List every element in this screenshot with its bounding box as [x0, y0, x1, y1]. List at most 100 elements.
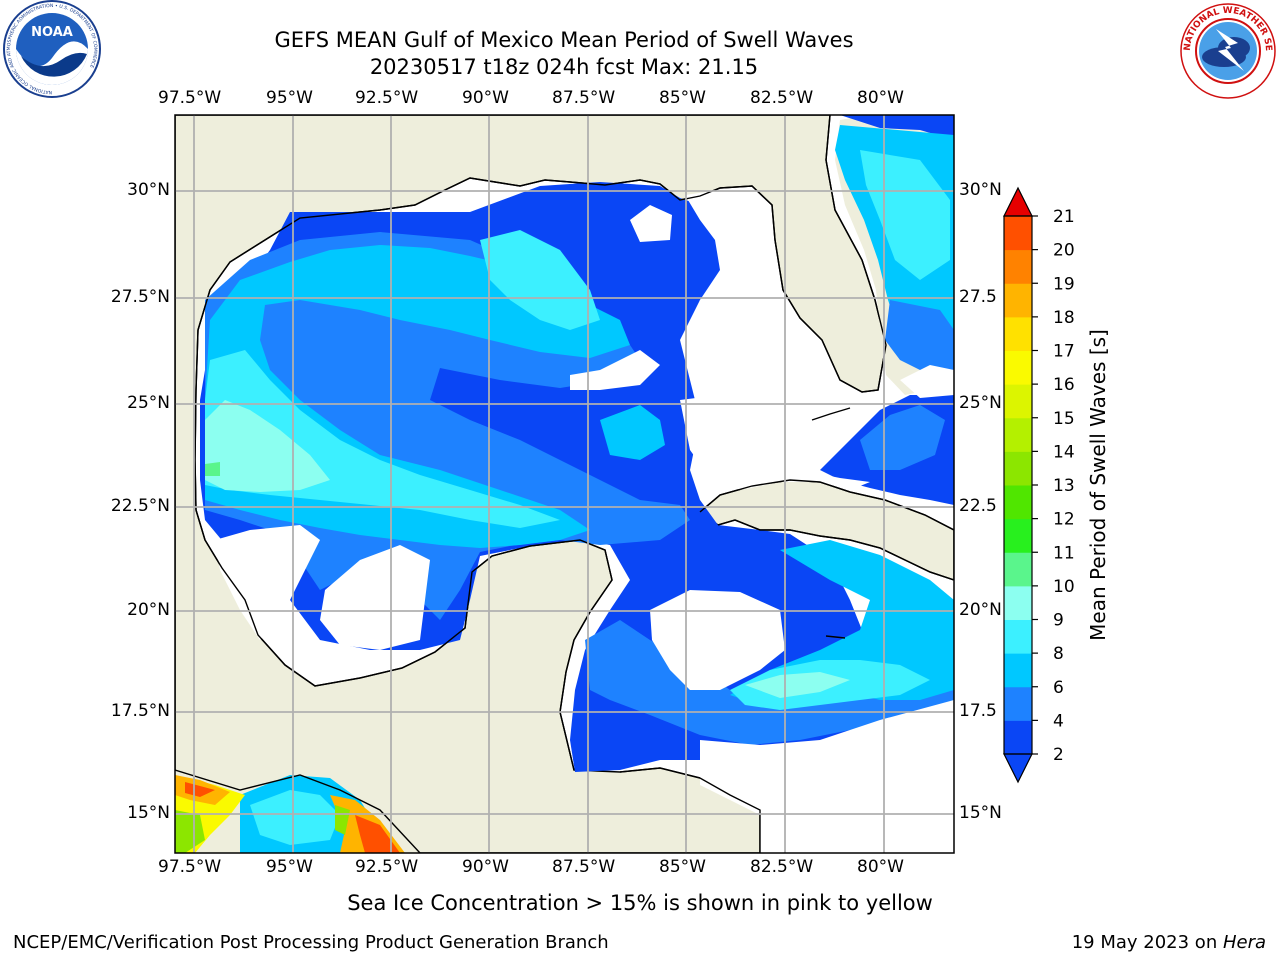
swell-band-8-9-north: [480, 230, 600, 330]
nodata-bahamas: [900, 365, 954, 398]
colorbar-segment: [1004, 653, 1032, 688]
lat-label-right-0: 30°N: [959, 180, 1002, 200]
noaa-logo: NOAA NATIONAL OCEANIC AND ATMOSPHERIC AD…: [3, 0, 101, 98]
sea-ice-note: Sea Ice Concentration > 15% is shown in …: [347, 891, 933, 915]
colorbar-tick-label: 2: [1053, 745, 1064, 765]
colorbar-segment: [1004, 249, 1032, 284]
colorbar-tick-label: 10: [1053, 577, 1075, 597]
map-subtitle: 20230517 t18z 024h fcst Max: 21.15: [369, 55, 759, 79]
nodata-east-gulf-4: [760, 340, 820, 440]
nodata-caribbean: [650, 590, 785, 690]
colorbar-segment: [1004, 384, 1032, 419]
colorbar-segment: [1004, 485, 1032, 520]
lat-label-left-0: 30°N: [127, 180, 170, 200]
lon-label-bottom-0: 97.5°W: [158, 857, 222, 877]
lat-label-left-1: 27.5°N: [110, 287, 170, 307]
lat-label-right-1: 27.5: [959, 287, 997, 307]
lon-label-top-4: 87.5°W: [552, 88, 616, 108]
swell-band-9-10-caribbean: [745, 672, 850, 698]
noaa-logo-text: NOAA: [31, 25, 73, 40]
colorbar-tick-label: 20: [1053, 241, 1075, 261]
lon-label-bottom-5: 85°W: [659, 857, 706, 877]
colorbar-tick-label: 21: [1053, 207, 1075, 227]
colorbar-tick-label: 17: [1053, 342, 1075, 362]
swell-band-pacific-green: [175, 810, 205, 853]
lat-label-left-2: 25°N: [127, 393, 170, 413]
colorbar-segment: [1004, 720, 1032, 755]
swell-band-8-9-atlantic: [860, 150, 950, 280]
lon-label-bottom-6: 82.5°W: [750, 857, 814, 877]
lon-label-bottom-2: 92.5°W: [355, 857, 419, 877]
lat-label-right-3: 22.5: [959, 496, 997, 516]
colorbar: 2 4 6 8 9 10 11 12 13 14 15 16 17 18 19 20 21: [1003, 186, 1075, 784]
lon-label-top-2: 92.5°W: [355, 88, 419, 108]
nws-logo: NATIONAL WEATHER SERVICE: [1178, 1, 1276, 99]
lat-label-right-6: 15°N: [959, 803, 1002, 823]
colorbar-tick-label: 19: [1053, 274, 1075, 294]
nodata-east-gulf-3: [570, 350, 660, 390]
nodata-east-gulf-5: [680, 395, 760, 480]
colorbar-segments: [1004, 216, 1032, 755]
swell-band-pacific-red: [185, 782, 215, 797]
colorbar-max-arrow: [1003, 186, 1033, 217]
swell-band-9-10-gulf: [205, 400, 330, 492]
lon-label-bottom-1: 95°W: [266, 857, 313, 877]
lat-label-left-5: 17.5°N: [110, 701, 170, 721]
colorbar-tick-label: 14: [1053, 442, 1075, 462]
colorbar-segment: [1004, 216, 1032, 251]
colorbar-segment: [1004, 350, 1032, 385]
swell-band-6-8-caribbean: [730, 540, 954, 705]
swell-band-pacific-light: [250, 790, 340, 845]
lon-label-top-6: 82.5°W: [750, 88, 814, 108]
lat-label-right-5: 17.5: [959, 701, 997, 721]
graticule: [175, 115, 954, 853]
colorbar-tick-label: 4: [1053, 711, 1064, 731]
lon-label-top-1: 95°W: [266, 88, 313, 108]
colorbar-tick-label: 6: [1053, 678, 1064, 698]
footer-host: Hera: [1222, 932, 1266, 953]
colorbar-tick-label: 9: [1053, 611, 1064, 631]
colorbar-segment: [1004, 283, 1032, 318]
lat-label-left-3: 22.5°N: [110, 496, 170, 516]
lon-label-top-0: 97.5°W: [158, 88, 222, 108]
nodata-east-gulf-2: [685, 190, 770, 380]
lon-label-top-7: 80°W: [857, 88, 904, 108]
colorbar-segment: [1004, 552, 1032, 587]
colorbar-segment: [1004, 316, 1032, 351]
colorbar-segment: [1004, 518, 1032, 553]
swell-band-4-6-atlantic: [885, 300, 954, 380]
lat-label-left-4: 20°N: [127, 600, 170, 620]
lon-label-top-5: 85°W: [659, 88, 706, 108]
swell-field: [175, 115, 954, 853]
colorbar-label: Mean Period of Swell Waves [s]: [1086, 329, 1110, 641]
swell-band-6-8-eastgulf: [600, 405, 665, 460]
colorbar-segment: [1004, 417, 1032, 452]
nodata-east-gulf-1: [630, 205, 672, 242]
lon-label-top-3: 90°W: [462, 88, 509, 108]
lon-label-bottom-4: 87.5°W: [552, 857, 616, 877]
swell-band-10-11-dot: [205, 462, 220, 476]
colorbar-min-arrow: [1003, 753, 1033, 784]
map-frame: [174, 114, 955, 854]
map-title: GEFS MEAN Gulf of Mexico Mean Period of …: [274, 28, 854, 52]
colorbar-tick-label: 12: [1053, 510, 1075, 530]
swell-band-straits-light: [860, 405, 945, 470]
colorbar-segment: [1004, 619, 1032, 654]
colorbar-tick-label: 8: [1053, 644, 1064, 664]
colorbar-tick-label: 16: [1053, 375, 1075, 395]
colorbar-tick-label: 18: [1053, 308, 1075, 328]
swell-band-pacific-east-red: [355, 815, 400, 853]
footer-date-text: 19 May 2023 on: [1071, 932, 1223, 953]
footer-date: 19 May 2023 on Hera: [1072, 932, 1266, 953]
nodata-campeche: [320, 545, 430, 650]
colorbar-segment: [1004, 451, 1032, 486]
lon-label-bottom-3: 90°W: [462, 857, 509, 877]
colorbar-tick-label: 13: [1053, 476, 1075, 496]
coastlines: [175, 115, 954, 853]
swell-band-pacific-east-green: [335, 805, 350, 835]
colorbar-segment: [1004, 686, 1032, 721]
swell-band-2-4-atlantic: [840, 115, 954, 140]
colorbar-tick-label: 11: [1053, 543, 1075, 563]
footer-branch: NCEP/EMC/Verification Post Processing Pr…: [13, 932, 609, 953]
colorbar-tick-label: 15: [1053, 409, 1075, 429]
